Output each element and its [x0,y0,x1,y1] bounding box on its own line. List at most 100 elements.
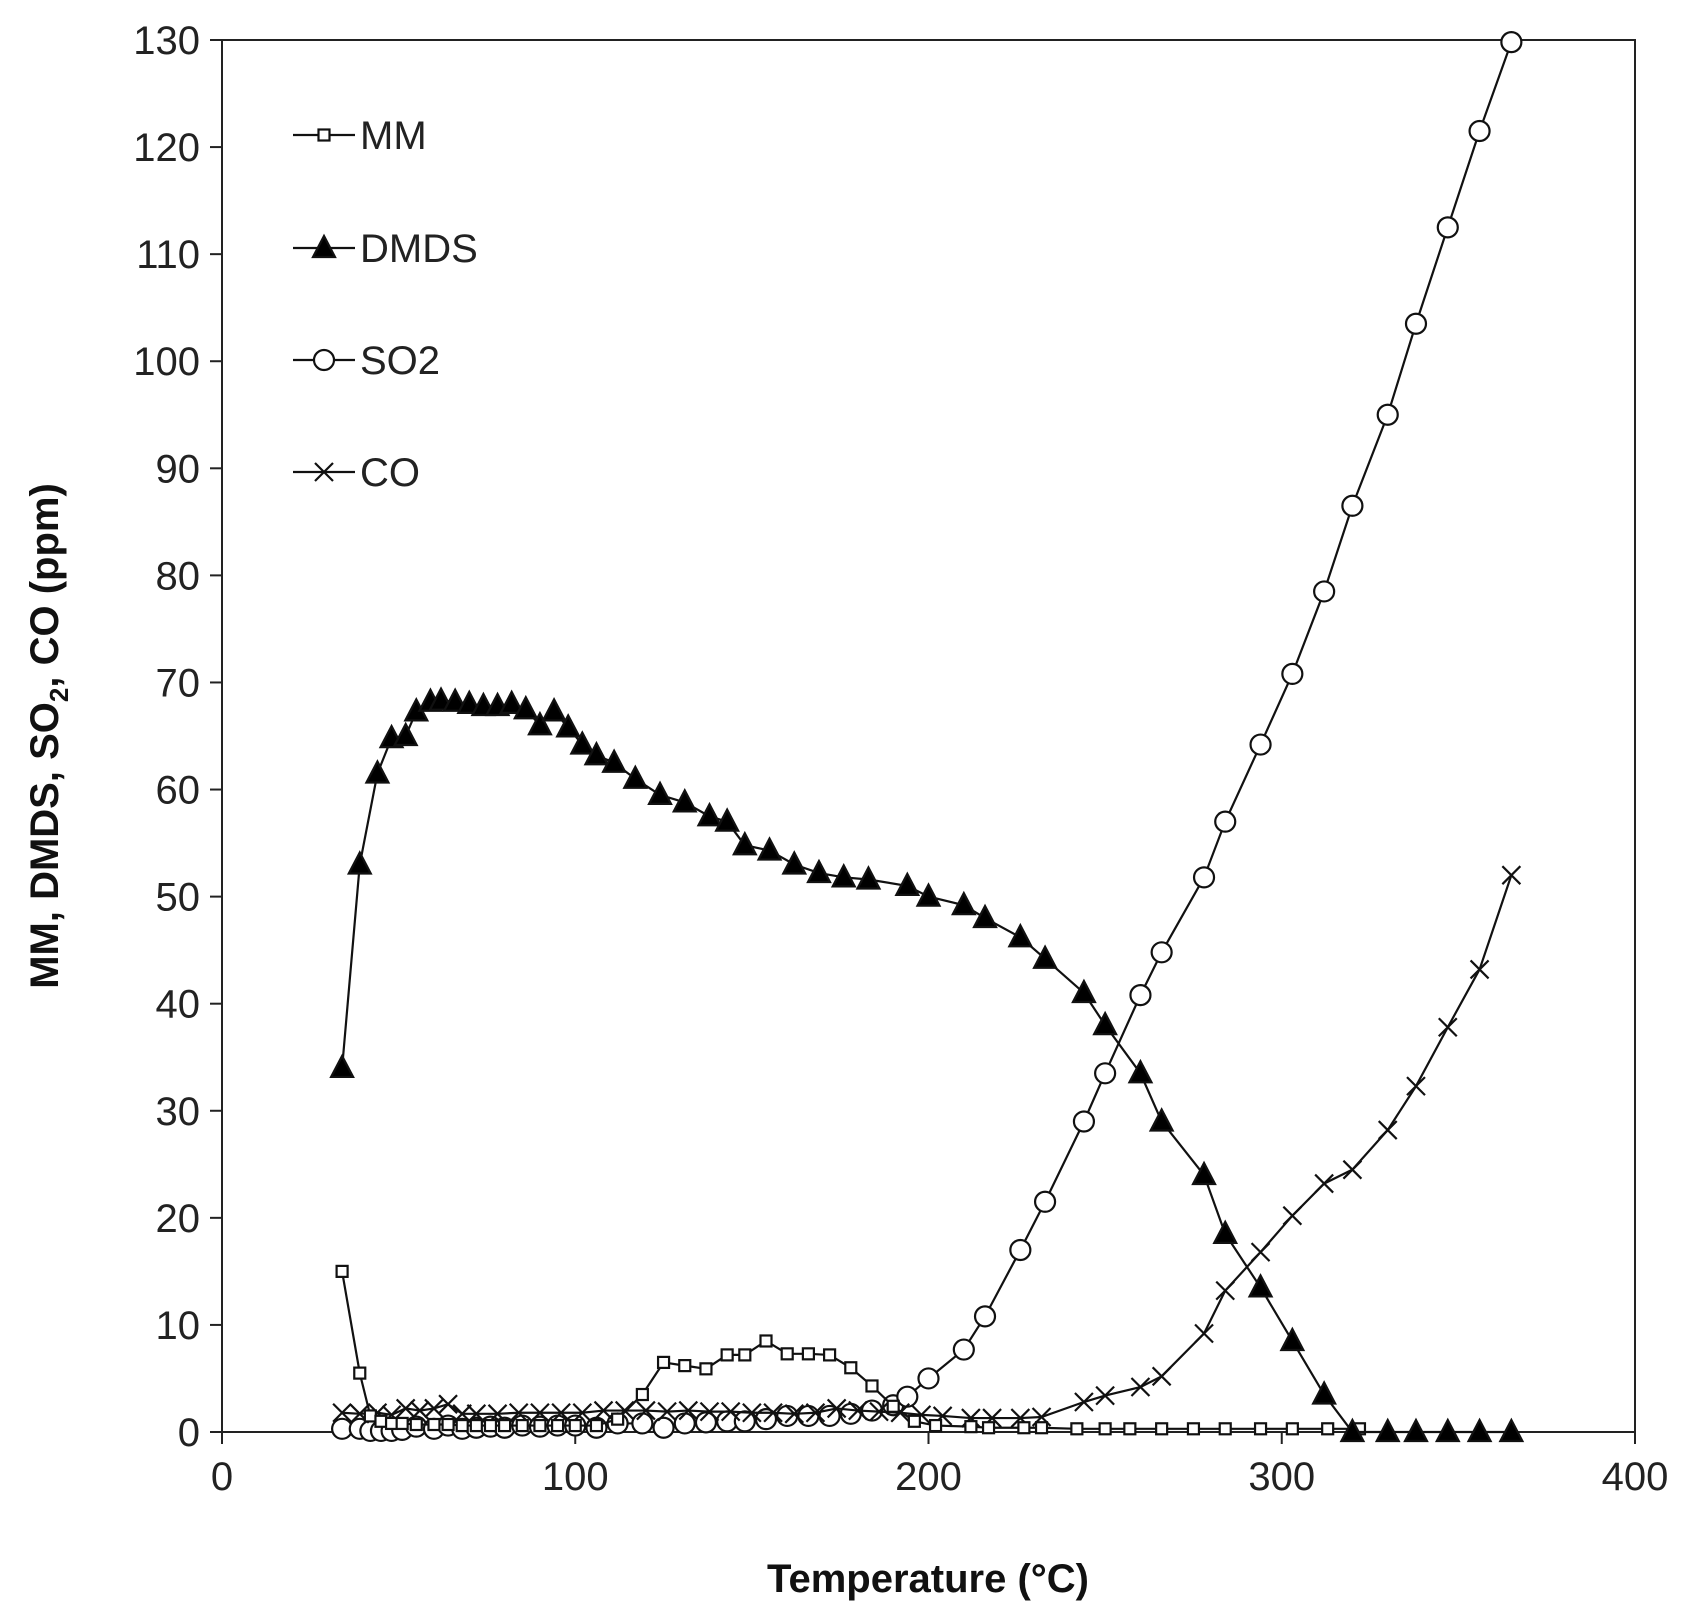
y-tick-label: 120 [133,126,200,170]
series-mm-point [886,1399,900,1413]
series-layer [329,31,1525,1443]
series-co-point [1406,1076,1426,1096]
series-co-point [1194,1323,1214,1344]
series-mm-point [1253,1422,1268,1436]
series-dmds-point [622,764,649,789]
series-dmds-point [527,710,553,736]
series-co-point [1250,1242,1271,1262]
series-so2-point [1404,312,1428,335]
axis-ticks: 0 10 20 30 40 50 60 70 80 90 100 110 120 130 0 100 200 30… [133,19,1668,1499]
series-so2-point [1192,866,1216,889]
series-mm [335,1264,1367,1436]
series-dmds-point [1212,1219,1239,1245]
series-dmds-point [1148,1107,1175,1132]
series-mm-point [395,1416,409,1431]
series-mm-point [374,1414,388,1428]
series-mm-point [568,1418,582,1433]
legend-item-co: CO [293,451,420,495]
series-so2-point [1436,216,1459,239]
series-mm-point [1098,1422,1112,1436]
series-mm-point [427,1417,441,1432]
series-dmds-point [1071,978,1097,1004]
series-co-point [530,1402,550,1423]
series-co-point [332,1402,352,1423]
series-so2-point [1313,580,1336,603]
series-co-point [1095,1385,1115,1406]
legend-label-dmds: DMDS [360,227,478,271]
y-tick-label: 80 [156,554,201,598]
series-mm-point [907,1414,921,1428]
series-co-point [805,1402,826,1423]
x-tick-label: 0 [211,1455,233,1499]
series-dmds-point [1007,922,1034,948]
series-so2-point [776,1404,799,1428]
series-mm-point [384,1416,399,1431]
series-mm-point [720,1348,734,1362]
y-tick-label: 90 [156,447,201,491]
series-mm-point [678,1359,692,1373]
series-dmds-point [1247,1273,1274,1298]
series-co-point [720,1401,741,1422]
series-dmds-point [696,801,723,827]
y-tick-label: 10 [156,1304,201,1348]
series-dmds-point [731,830,758,856]
series-mm-point [1034,1421,1049,1435]
series-dmds-point [1311,1380,1337,1405]
legend-item-so2: SO2 [293,339,440,383]
series-mm-point [611,1412,625,1426]
series-dmds-point [456,689,483,714]
series-co-point [1074,1392,1094,1412]
series-so2-point [631,1412,654,1435]
legend: MM DMDS SO2 CO [293,114,478,495]
series-dmds-point [972,903,998,929]
series-dmds-point [346,850,373,875]
series-dmds-point [1403,1417,1429,1443]
series-co-point [1151,1366,1172,1387]
y-axis-title: MM, DMDS, SO2, CO (ppm) [23,483,74,989]
series-so2-point [797,1404,820,1428]
series-dmds-point [1339,1417,1366,1443]
series-so2-point [973,1305,997,1328]
series-co-point [1501,865,1522,885]
series-co-point [1377,1120,1398,1140]
series-mm-point [469,1418,483,1433]
series-mm-point [964,1420,978,1434]
series-co-point [636,1400,656,1421]
series-mm-point [363,1409,377,1423]
series-mm-point [353,1366,367,1380]
series-mm-point [738,1348,752,1362]
series-mm-point [865,1379,879,1393]
legend-label-co: CO [360,451,420,495]
series-mm-point [801,1347,815,1361]
series-mm-point [1123,1422,1137,1436]
series-mm-point [533,1418,547,1433]
x-tick-label: 200 [895,1455,962,1499]
series-mm-point [1285,1422,1299,1436]
series-co-point [1282,1205,1303,1226]
series-so2-point [1214,810,1237,833]
series-mm-point [1186,1422,1201,1436]
series-dmds-point [329,1053,355,1079]
series-mm-point [656,1355,671,1370]
series-so2-point [1341,494,1364,517]
series-mm-point [589,1418,604,1433]
series-mm-point [1017,1421,1031,1435]
series-dmds-point [512,694,539,720]
series-dmds-point [541,697,567,722]
series-so2-point [1150,941,1173,964]
x-tick-label: 300 [1248,1455,1315,1499]
series-co-point [551,1402,571,1423]
y-tick-label: 100 [133,340,200,384]
series-so2-point [1468,119,1491,143]
series-co-point [742,1402,762,1423]
series-dmds-point [555,713,582,738]
x-tick-label: 100 [542,1455,609,1499]
y-tick-label: 0 [178,1411,200,1455]
series-dmds-point [583,740,610,766]
legend-label-mm: MM [360,114,427,158]
series-co-point [1469,959,1490,980]
series-so2-point [1281,662,1304,685]
series-co-point [424,1398,444,1419]
series-mm-point [844,1361,858,1375]
series-mm-point [335,1264,349,1278]
